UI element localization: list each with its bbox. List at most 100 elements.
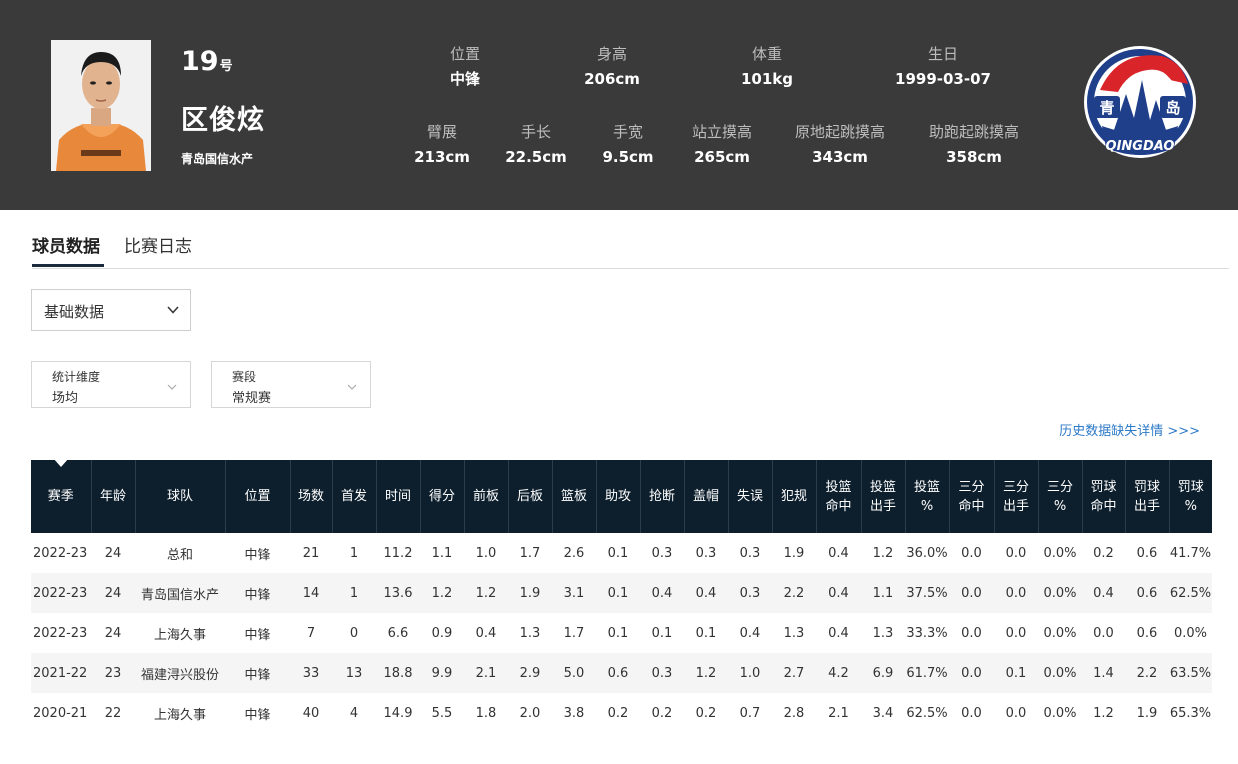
column-header-text: % (1184, 498, 1197, 514)
column-header[interactable]: 后板 (508, 460, 553, 533)
table-body: 2022-23 24 总和 中锋 21 1 11.2 1.1 1.0 1.7 2.6 0.1 0.3 0.… (31, 533, 1212, 733)
table-cell: 0.3 (695, 545, 717, 561)
table-cell: 0.4 (1082, 573, 1125, 613)
info-birthday: 生日 1999-03-07 (895, 45, 991, 88)
table-cell: 1.9 (508, 573, 552, 613)
filter-label: 统计维度 (52, 370, 101, 384)
logo-right-text: 岛 (1165, 99, 1180, 117)
column-header-text: 命中 (958, 498, 985, 514)
table-cell: 0.4 (739, 625, 761, 641)
table-cell: 中锋 (225, 573, 290, 613)
column-header-text: 罚球 (1133, 479, 1160, 495)
table-cell: 0.6 (1136, 545, 1158, 561)
column-header[interactable]: 罚球 命中 (1082, 460, 1126, 533)
table-row: 2020-21 22 上海久事 中锋 40 4 14.9 5.5 1.8 2.0 3.8 0.2 0.2… (31, 693, 1212, 733)
table-cell: 6.9 (861, 653, 905, 693)
column-header[interactable]: 助攻 (596, 460, 641, 533)
table-row: 2022-23 24 总和 中锋 21 1 11.2 1.1 1.0 1.7 2.6 0.1 0.3 0.… (31, 533, 1212, 573)
table-cell: 0.1 (651, 625, 673, 641)
table-cell: 2.7 (772, 653, 816, 693)
table-cell: 0.3 (739, 545, 761, 561)
table-cell: 3.8 (563, 705, 585, 721)
table-cell: 0.4 (684, 573, 728, 613)
column-header[interactable]: 赛季 (31, 460, 92, 533)
chevron-down-icon (166, 302, 180, 321)
info-height: 身高 206cm (584, 45, 640, 88)
logo-left-text: 青 (1099, 99, 1114, 117)
column-header[interactable]: 三分% (1038, 460, 1083, 533)
column-header[interactable]: 场数 (290, 460, 333, 533)
table-cell: 13 (332, 653, 376, 693)
table-cell: 65.3% (1169, 705, 1212, 721)
column-header[interactable]: 时间 (376, 460, 421, 533)
history-data-missing-link[interactable]: 历史数据缺失详情 >>> (1059, 424, 1200, 439)
table-cell: 1.4 (1082, 653, 1125, 693)
column-header[interactable]: 罚球% (1169, 460, 1212, 533)
column-header-text: 抢断 (648, 489, 675, 504)
column-header[interactable]: 前板 (464, 460, 509, 533)
table-cell: 0.0% (1043, 705, 1077, 721)
table-cell: 6.6 (387, 625, 409, 641)
column-header-text: 篮板 (560, 489, 587, 504)
table-cell: 2.1 (464, 653, 508, 693)
table-cell: 0.2 (607, 705, 629, 721)
table-cell: 40 (302, 705, 320, 721)
column-header[interactable]: 抢断 (640, 460, 685, 533)
tab-player-stats[interactable]: 球员数据 (32, 237, 100, 257)
table-cell: 62.5% (1169, 573, 1212, 613)
table-cell: 2.8 (783, 705, 805, 721)
column-header[interactable]: 篮板 (552, 460, 597, 533)
column-header[interactable]: 首发 (332, 460, 377, 533)
column-header-text: 出手 (1133, 498, 1160, 514)
column-header[interactable]: 罚球 出手 (1125, 460, 1170, 533)
info-position: 位置 中锋 (449, 45, 480, 88)
table-cell: 0.0 (961, 545, 982, 561)
table-row: 2022-23 24 青岛国信水产 中锋 14 1 13.6 1.2 1.2 1.9 3.1 0.1 0… (31, 573, 1212, 613)
table-cell: 33 (290, 653, 332, 693)
column-header-text: 三分 (1046, 479, 1073, 495)
column-header[interactable]: 犯规 (772, 460, 817, 533)
table-cell: 0.0 (961, 705, 982, 721)
column-header[interactable]: 投篮% (905, 460, 950, 533)
column-header-text: 失误 (736, 489, 763, 504)
table-cell: 1.2 (420, 573, 464, 613)
column-header-text: 年龄 (99, 489, 126, 504)
stat-dimension-filter[interactable]: 统计维度 场均 (31, 361, 191, 408)
info-wingspan: 臂展 213cm (414, 123, 470, 166)
column-header[interactable]: 位置 (225, 460, 291, 533)
table-cell: 1.3 (519, 625, 541, 641)
table-cell: 1.2 (1093, 705, 1114, 721)
tab-game-log[interactable]: 比赛日志 (124, 237, 192, 257)
table-cell: 2022-23 (33, 625, 88, 641)
column-header[interactable]: 投篮 命中 (816, 460, 862, 533)
table-cell: 2.2 (772, 573, 816, 613)
table-cell: 37.5% (905, 573, 949, 613)
table-cell: 18.8 (376, 653, 420, 693)
table-cell: 3.4 (872, 705, 894, 721)
column-header[interactable]: 失误 (728, 460, 773, 533)
column-header-text: 首发 (340, 489, 367, 504)
table-cell: 0.1 (994, 653, 1038, 693)
table-cell: 13.6 (376, 573, 420, 613)
table-cell: 0.9 (431, 625, 453, 641)
column-header[interactable]: 得分 (420, 460, 465, 533)
column-header[interactable]: 三分 命中 (949, 460, 995, 533)
column-header-text: 前板 (472, 489, 499, 504)
column-header[interactable]: 三分 出手 (994, 460, 1039, 533)
column-header[interactable]: 球队 (135, 460, 226, 533)
table-cell: 23 (91, 653, 135, 693)
table-cell: 7 (306, 625, 316, 641)
column-header[interactable]: 投篮 出手 (861, 460, 906, 533)
data-type-select[interactable]: 基础数据 (31, 289, 191, 331)
season-stage-filter[interactable]: 赛段 常规赛 (211, 361, 371, 408)
table-cell: 1 (332, 573, 376, 613)
table-cell: 中锋 (244, 707, 271, 723)
column-header[interactable]: 盖帽 (684, 460, 729, 533)
player-team: 青岛国信水产 (181, 152, 254, 166)
info-standing-reach: 站立摸高 265cm (691, 123, 752, 166)
table-cell: 1.7 (563, 625, 585, 641)
column-header[interactable]: 年龄 (91, 460, 136, 533)
jersey-number: 19号 (181, 46, 233, 77)
table-cell: 4.2 (816, 653, 861, 693)
table-cell: 2.1 (828, 705, 849, 721)
